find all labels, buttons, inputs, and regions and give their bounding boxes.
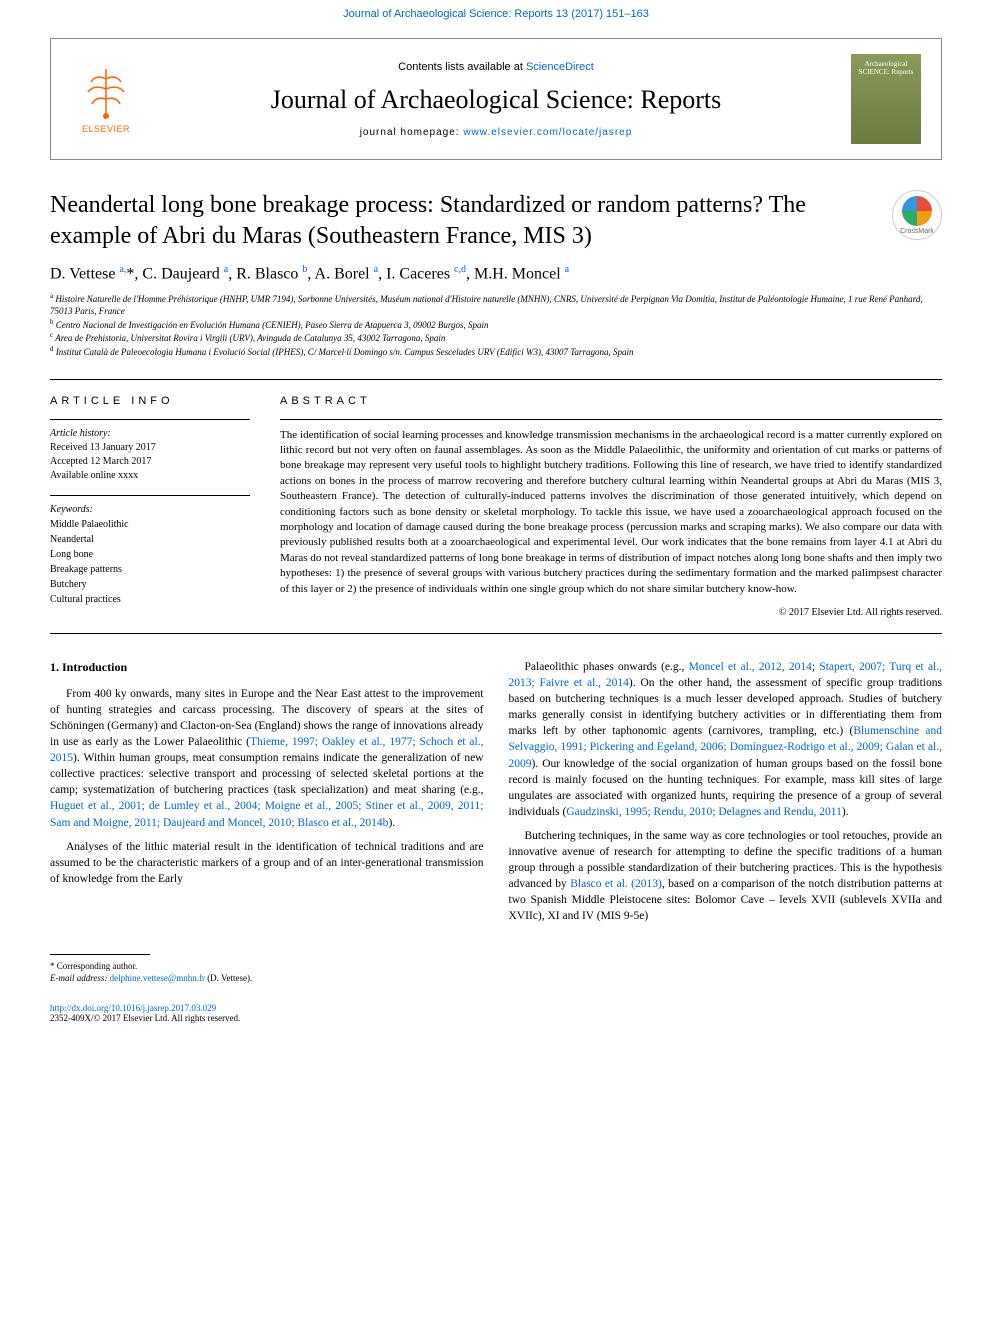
p1-mid: ). Within human groups, meat consumption… [50,752,484,796]
top-citation[interactable]: Journal of Archaeological Science: Repor… [0,0,992,28]
keywords-list: Middle PalaeolithicNeandertalLong boneBr… [50,517,250,607]
header-center: Contents lists available at ScienceDirec… [161,61,831,138]
cover-title: Archaeological SCIENCE: Reports [857,60,915,77]
abstract-copyright: © 2017 Elsevier Ltd. All rights reserved… [280,607,942,618]
abstract-column: ABSTRACT The identification of social le… [280,395,942,618]
abstract-text: The identification of social learning pr… [280,428,942,597]
crossmark-icon [902,196,932,226]
divider-bottom [50,633,942,634]
body-p4: Butchering techniques, in the same way a… [509,828,943,925]
contents-line: Contents lists available at ScienceDirec… [161,61,831,73]
corresponding-author: * Corresponding author. [50,961,942,971]
sciencedirect-link[interactable]: ScienceDirect [526,61,594,73]
email-link[interactable]: delphine.vettese@mnhn.fr [110,973,205,983]
crossmark-text: CrossMark [900,228,934,235]
issn-line: 2352-409X/© 2017 Elsevier Ltd. All right… [50,1013,942,1023]
footer-divider [50,954,150,955]
info-divider-2 [50,495,250,496]
journal-cover-thumbnail[interactable]: Archaeological SCIENCE: Reports [851,54,921,144]
email-line: E-mail address: delphine.vettese@mnhn.fr… [50,973,942,983]
keywords-heading: Keywords: [50,504,250,515]
crossmark-badge[interactable]: CrossMark [892,190,942,240]
homepage-line: journal homepage: www.elsevier.com/locat… [161,127,831,138]
elsevier-tree-icon [76,64,136,124]
abstract-divider [280,419,942,420]
footer-section: * Corresponding author. E-mail address: … [50,954,942,983]
journal-name: Journal of Archaeological Science: Repor… [161,85,831,115]
ref-link-3[interactable]: Moncel et al., 2012, 2014 [689,661,812,673]
contents-prefix: Contents lists available at [398,61,526,73]
body-p2: Analyses of the lithic material result i… [50,839,484,887]
body-p3: Palaeolithic phases onwards (e.g., Monce… [509,659,943,820]
ref-link-2[interactable]: Huguet et al., 2001; de Lumley et al., 2… [50,800,484,828]
history-heading: Article history: [50,428,250,439]
affiliations: a Histoire Naturelle de l'Homme Préhisto… [50,292,942,359]
email-suffix: (D. Vettese). [205,973,252,983]
body-section: 1. Introduction From 400 ky onwards, man… [50,659,942,925]
history-text: Received 13 January 2017Accepted 12 Marc… [50,441,250,483]
p3-end: ). [842,806,849,818]
p3-pre: Palaeolithic phases onwards (e.g., [525,661,689,673]
p1-end: ). [388,817,395,829]
article-info-column: ARTICLE INFO Article history: Received 1… [50,395,250,618]
ref-link-7[interactable]: Blasco et al. (2013) [570,878,662,890]
doi-block: http://dx.doi.org/10.1016/j.jasrep.2017.… [50,1003,942,1023]
email-label: E-mail address: [50,973,110,983]
abstract-heading: ABSTRACT [280,395,942,407]
intro-heading: 1. Introduction [50,659,484,676]
journal-header: ELSEVIER Contents lists available at Sci… [50,38,942,160]
divider-top [50,379,942,380]
authors-list: D. Vettese a,*, C. Daujeard a, R. Blasco… [50,264,942,283]
homepage-link[interactable]: www.elsevier.com/locate/jasrep [463,127,632,138]
article-title: Neandertal long bone breakage process: S… [50,190,872,252]
elsevier-text: ELSEVIER [82,124,130,134]
body-columns: 1. Introduction From 400 ky onwards, man… [50,659,942,925]
elsevier-logo[interactable]: ELSEVIER [71,59,141,139]
homepage-prefix: journal homepage: [360,127,464,138]
doi-link[interactable]: http://dx.doi.org/10.1016/j.jasrep.2017.… [50,1003,216,1013]
info-divider-1 [50,419,250,420]
info-abstract-row: ARTICLE INFO Article history: Received 1… [50,395,942,618]
ref-link-6[interactable]: Gaudzinski, 1995; Rendu, 2010; Delagnes … [566,806,842,818]
body-p1: From 400 ky onwards, many sites in Europ… [50,686,484,831]
article-info-heading: ARTICLE INFO [50,395,250,407]
